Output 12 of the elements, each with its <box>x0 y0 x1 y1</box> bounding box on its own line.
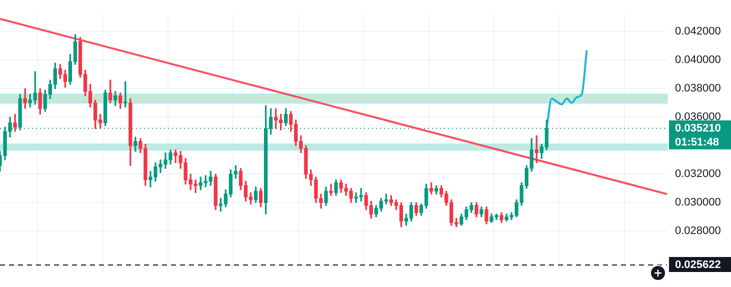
y-tick-label: 0.038000 <box>675 82 721 95</box>
candlestick <box>23 88 27 109</box>
ref-line-label: 0.025622 <box>675 258 721 271</box>
candlestick <box>329 184 333 196</box>
y-tick-label: 0.030000 <box>675 196 721 209</box>
y-tick-label: 0.040000 <box>675 54 721 66</box>
y-tick-label: 0.028000 <box>675 225 721 238</box>
y-tick-label: 0.036000 <box>675 111 721 124</box>
y-tick-label: 0.032000 <box>675 168 721 180</box>
text: 01:51:48 <box>675 136 720 148</box>
ref-line-label: 0.035210 <box>675 122 721 134</box>
y-tick-label: 0.042000 <box>675 26 721 38</box>
